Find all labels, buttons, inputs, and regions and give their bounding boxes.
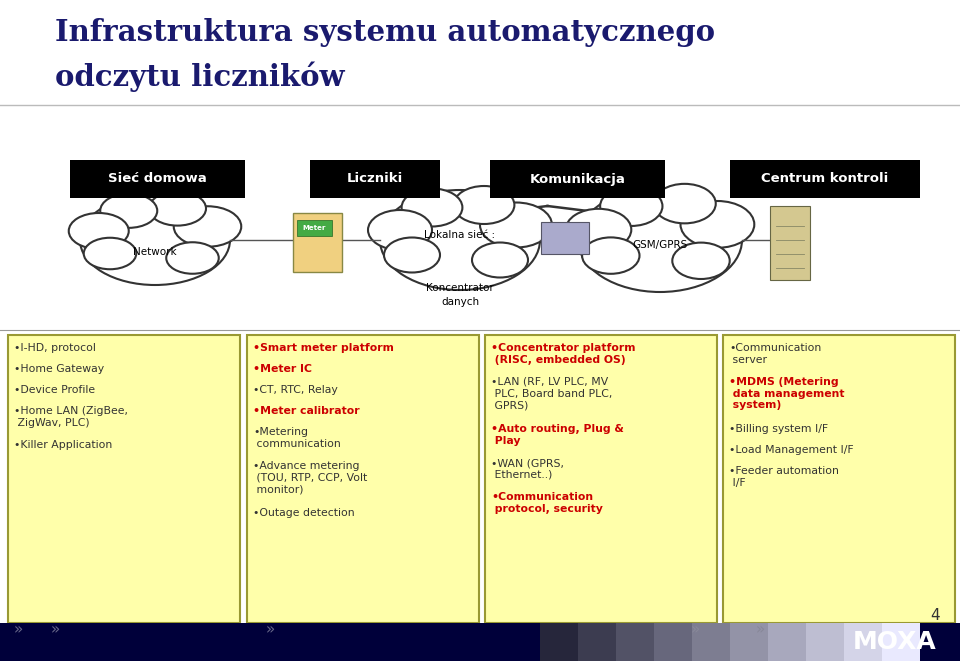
Ellipse shape (672, 243, 730, 279)
Text: •Concentrator platform
 (RISC, embedded OS): •Concentrator platform (RISC, embedded O… (491, 343, 636, 365)
Ellipse shape (384, 237, 440, 272)
Text: Infrastruktura systemu automatycznego: Infrastruktura systemu automatycznego (55, 18, 715, 47)
FancyBboxPatch shape (692, 623, 730, 661)
FancyBboxPatch shape (730, 160, 920, 198)
Text: »: » (265, 623, 275, 637)
FancyBboxPatch shape (70, 160, 245, 198)
Ellipse shape (565, 209, 632, 251)
Ellipse shape (681, 201, 755, 248)
FancyBboxPatch shape (293, 213, 342, 272)
Text: 4: 4 (930, 609, 940, 623)
Text: •Metering
 communication: •Metering communication (253, 427, 341, 449)
Text: Meter: Meter (302, 225, 325, 231)
Text: Koncentrator: Koncentrator (426, 283, 493, 293)
Ellipse shape (149, 192, 206, 225)
Ellipse shape (654, 184, 716, 223)
Text: •Meter IC: •Meter IC (253, 364, 312, 374)
FancyBboxPatch shape (768, 623, 806, 661)
FancyBboxPatch shape (578, 623, 616, 661)
Ellipse shape (401, 188, 463, 227)
FancyBboxPatch shape (8, 335, 240, 623)
Text: •Load Management I/F: •Load Management I/F (729, 445, 853, 455)
Text: GSM/GPRS: GSM/GPRS (633, 240, 687, 250)
FancyBboxPatch shape (310, 160, 440, 198)
FancyBboxPatch shape (541, 222, 589, 254)
Ellipse shape (480, 202, 552, 247)
Ellipse shape (69, 213, 129, 249)
FancyBboxPatch shape (297, 220, 332, 236)
Ellipse shape (380, 190, 540, 290)
Text: •I-HD, protocol: •I-HD, protocol (14, 343, 96, 353)
Text: •Communication
 protocol, security: •Communication protocol, security (491, 492, 603, 514)
Text: »: » (690, 623, 700, 637)
Ellipse shape (582, 237, 639, 274)
Text: •Outage detection: •Outage detection (253, 508, 354, 518)
Ellipse shape (472, 243, 528, 278)
Text: •Feeder automation
 I/F: •Feeder automation I/F (729, 466, 839, 488)
Ellipse shape (166, 242, 219, 274)
Text: Sieć domowa: Sieć domowa (108, 173, 206, 186)
Text: •Home LAN (ZigBee,
 ZigWav, PLC): •Home LAN (ZigBee, ZigWav, PLC) (14, 406, 128, 428)
Text: •Advance metering
 (TOU, RTP, CCP, Volt
 monitor): •Advance metering (TOU, RTP, CCP, Volt m… (253, 461, 368, 494)
FancyBboxPatch shape (490, 160, 665, 198)
Text: •Billing system I/F: •Billing system I/F (729, 424, 828, 434)
FancyBboxPatch shape (0, 623, 960, 661)
Text: •WAN (GPRS,
 Ethernet..): •WAN (GPRS, Ethernet..) (491, 458, 564, 480)
Text: MOXA: MOXA (853, 630, 937, 654)
Text: •LAN (RF, LV PLC, MV
 PLC, Board band PLC,
 GPRS): •LAN (RF, LV PLC, MV PLC, Board band PLC… (491, 377, 612, 410)
Text: •CT, RTC, Relay: •CT, RTC, Relay (253, 385, 338, 395)
Ellipse shape (80, 195, 230, 285)
Text: »: » (756, 623, 764, 637)
Text: •Auto routing, Plug &
 Play: •Auto routing, Plug & Play (491, 424, 624, 446)
Text: »: » (13, 623, 23, 637)
Ellipse shape (368, 210, 432, 250)
FancyBboxPatch shape (806, 623, 844, 661)
FancyBboxPatch shape (882, 623, 920, 661)
Ellipse shape (84, 238, 136, 269)
FancyBboxPatch shape (844, 623, 882, 661)
Text: •Home Gateway: •Home Gateway (14, 364, 104, 374)
FancyBboxPatch shape (730, 623, 768, 661)
Ellipse shape (100, 194, 157, 228)
FancyBboxPatch shape (654, 623, 692, 661)
Text: Network: Network (133, 247, 177, 257)
Text: odczytu liczników: odczytu liczników (55, 62, 345, 93)
Ellipse shape (174, 206, 241, 247)
FancyBboxPatch shape (247, 335, 479, 623)
Text: •Communication
 server: •Communication server (729, 343, 821, 365)
FancyBboxPatch shape (723, 335, 955, 623)
FancyBboxPatch shape (616, 623, 654, 661)
Text: Liczniki: Liczniki (347, 173, 403, 186)
Text: •Meter calibrator: •Meter calibrator (253, 406, 360, 416)
Text: •Device Profile: •Device Profile (14, 385, 95, 395)
Text: »: » (50, 623, 60, 637)
Ellipse shape (454, 186, 515, 224)
FancyBboxPatch shape (485, 335, 717, 623)
FancyBboxPatch shape (540, 623, 578, 661)
Ellipse shape (600, 186, 662, 226)
FancyBboxPatch shape (770, 206, 810, 280)
Ellipse shape (578, 188, 742, 292)
Text: Komunikacja: Komunikacja (530, 173, 625, 186)
Text: Centrum kontroli: Centrum kontroli (761, 173, 889, 186)
Text: Lokalna sieć :: Lokalna sieć : (424, 230, 495, 240)
Text: •Smart meter platform: •Smart meter platform (253, 343, 394, 353)
Text: danych: danych (441, 297, 479, 307)
Text: •MDMS (Metering
 data management
 system): •MDMS (Metering data management system) (729, 377, 845, 410)
Text: •Killer Application: •Killer Application (14, 440, 112, 450)
